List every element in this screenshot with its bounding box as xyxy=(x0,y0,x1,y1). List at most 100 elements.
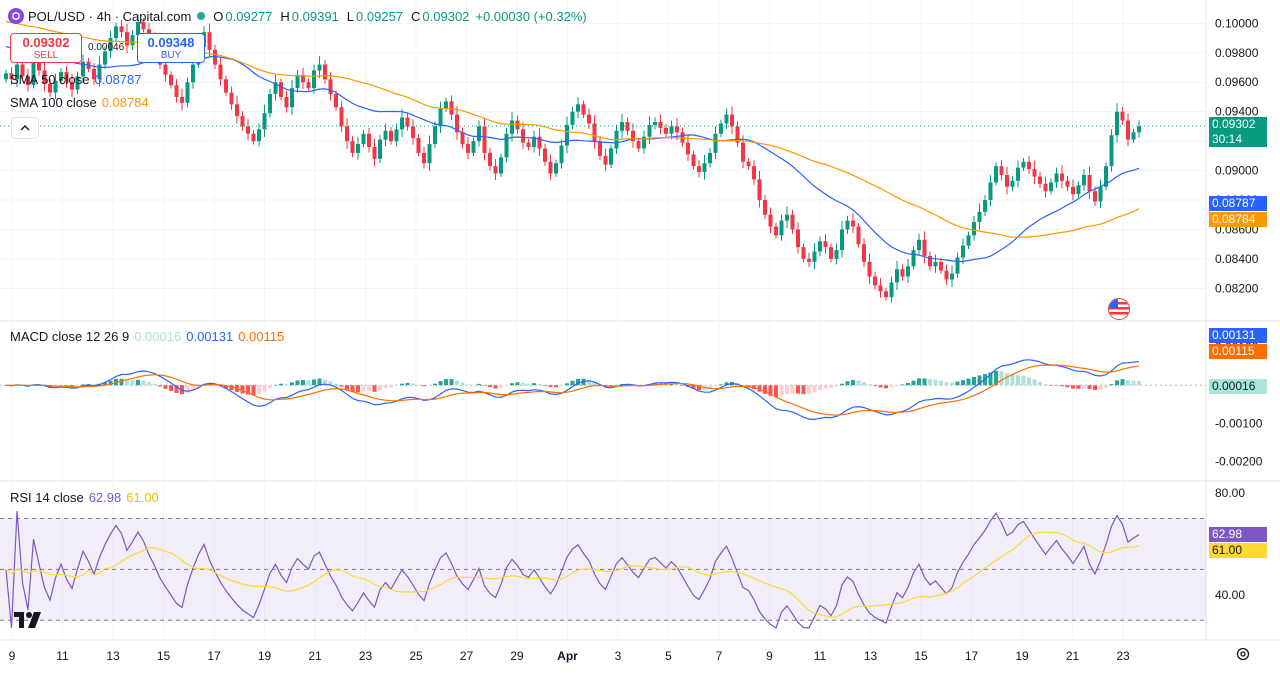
candle-body xyxy=(31,60,36,86)
candle-body xyxy=(499,157,503,174)
candle-body xyxy=(394,129,399,142)
macd-histogram-bar xyxy=(1016,375,1020,386)
time-axis-tick: 19 xyxy=(258,649,272,663)
macd-histogram-bar xyxy=(1043,384,1048,386)
candle-body xyxy=(37,60,41,71)
candle-body xyxy=(631,130,635,142)
macd-histogram-bar xyxy=(834,385,839,387)
candle-body xyxy=(1082,174,1086,186)
candle-body xyxy=(917,239,921,251)
candle-body xyxy=(1087,174,1092,192)
candle-body xyxy=(829,247,833,259)
sma100-legend-label: SMA 100 close xyxy=(10,95,97,110)
candle-body xyxy=(708,152,712,164)
macd-histogram-bar xyxy=(895,385,899,386)
time-axis-tick: 9 xyxy=(766,649,773,663)
macd-histogram-bar xyxy=(356,385,360,393)
symbol-title[interactable]: POL/USD · 4h · Capital.com xyxy=(28,8,192,24)
sma50-legend-label: SMA 50 close xyxy=(10,72,90,87)
candle-body xyxy=(922,239,927,256)
candle-body xyxy=(224,79,228,93)
macd-histogram-bar xyxy=(103,382,107,386)
candle-body xyxy=(53,80,58,93)
candle-body xyxy=(587,114,591,124)
settings-gear-icon[interactable] xyxy=(1236,647,1250,664)
macd-histogram-bar xyxy=(229,385,234,391)
sma50-legend[interactable]: SMA 50 close 0.08787 xyxy=(10,72,147,87)
macd-histogram-bar xyxy=(92,384,96,386)
candle-body xyxy=(136,21,140,36)
last-price-value: 0.09302 xyxy=(1212,117,1256,131)
sma100-price-tag: 0.08784 xyxy=(1209,212,1267,227)
candle-body xyxy=(532,136,536,148)
candle-body xyxy=(92,68,96,80)
candle-body xyxy=(554,163,558,174)
candle-body xyxy=(845,220,850,230)
spread-value: 0.00046 xyxy=(88,42,125,53)
candle-body xyxy=(70,82,74,90)
candle-body xyxy=(477,126,481,142)
candle-body xyxy=(906,266,910,277)
macd-histogram-bar xyxy=(1027,377,1031,386)
macd-histogram-bar xyxy=(411,383,415,386)
candle-body xyxy=(48,83,52,93)
macd-histogram-bar xyxy=(994,370,998,386)
candle-body xyxy=(537,136,542,149)
candle-body xyxy=(191,64,195,83)
macd-histogram-bar xyxy=(614,385,619,386)
macd-histogram-bar xyxy=(438,381,443,386)
macd-histogram-bar xyxy=(444,379,448,386)
macd-histogram-bar xyxy=(768,385,773,396)
candle-body xyxy=(114,26,118,39)
candle-body xyxy=(4,73,8,80)
price-axis-tick: 0.09800 xyxy=(1215,46,1259,60)
macd-histogram-bar xyxy=(988,372,993,386)
time-axis-tick: 23 xyxy=(359,649,373,663)
macd-histogram-bar xyxy=(158,385,162,387)
macd-histogram-bar xyxy=(108,380,113,386)
macd-legend[interactable]: MACD close 12 26 9 0.00016 0.00131 0.00115 xyxy=(10,329,289,344)
candle-body xyxy=(565,124,569,146)
sell-button[interactable]: 0.09302 SELL xyxy=(10,33,82,63)
market-open-status-icon xyxy=(197,12,206,20)
macd-histogram-bar xyxy=(460,382,465,386)
candle-body xyxy=(312,70,316,89)
change-value: +0.00030 (+0.32%) xyxy=(475,8,587,24)
sma100-legend[interactable]: SMA 100 close 0.08784 xyxy=(10,95,154,110)
candle-body xyxy=(526,142,531,148)
macd-histogram-bar xyxy=(136,379,140,386)
macd-histogram-bar xyxy=(933,379,938,386)
macd-histogram-bar xyxy=(554,385,558,388)
candle-body xyxy=(994,166,998,183)
macd-histogram-bar xyxy=(1131,380,1136,386)
us-flag-icon[interactable] xyxy=(1108,298,1130,320)
candle-body xyxy=(251,133,256,142)
tradingview-logo-icon[interactable] xyxy=(14,612,42,633)
macd-histogram-bar xyxy=(1065,385,1070,388)
macd-histogram-bar xyxy=(741,385,745,386)
price-axis-tick: 0.09400 xyxy=(1215,105,1259,119)
macd-histogram-bar xyxy=(1098,385,1103,390)
macd-histogram-bar xyxy=(163,385,168,389)
candle-body xyxy=(125,32,129,46)
candle-body xyxy=(15,64,19,80)
candle-body xyxy=(675,126,679,133)
macd-histogram-bar xyxy=(801,385,806,395)
rsi-legend[interactable]: RSI 14 close 62.98 61.00 xyxy=(10,490,164,505)
candle-body xyxy=(185,82,190,103)
candle-body xyxy=(306,82,311,89)
high-value: 0.09391 xyxy=(291,8,339,24)
macd-histogram-bar xyxy=(64,385,69,387)
candle-body xyxy=(334,94,338,108)
collapse-legend-button[interactable] xyxy=(11,117,39,139)
buy-button[interactable]: 0.09348 BUY xyxy=(137,33,205,63)
candle-body xyxy=(1098,186,1103,202)
macd-histogram-bar xyxy=(323,379,327,386)
candle-body xyxy=(262,113,267,130)
candle-body xyxy=(620,121,624,131)
candle-body xyxy=(730,114,734,127)
hist-price-tag: 0.00016 xyxy=(1209,379,1267,394)
candle-body xyxy=(372,147,377,159)
